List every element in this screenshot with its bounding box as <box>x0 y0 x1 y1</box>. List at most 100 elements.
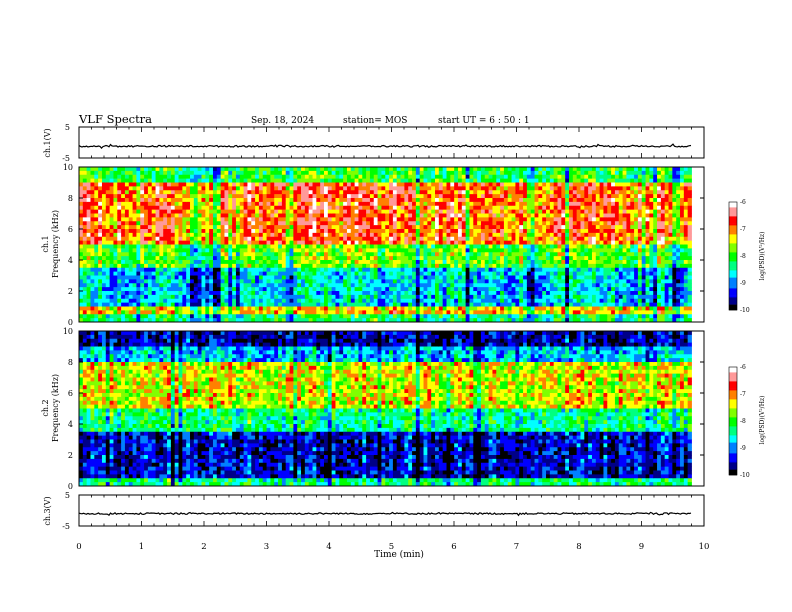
spectrogram-cell <box>90 186 95 191</box>
spectrogram-cell <box>278 291 283 296</box>
spectrogram-cell <box>193 236 199 242</box>
spectrogram-cell <box>335 260 340 265</box>
spectrogram-cell <box>94 252 99 257</box>
spectrogram-cell <box>526 306 532 311</box>
spectrogram-cell <box>427 263 432 269</box>
spectrogram-cell <box>274 229 279 234</box>
spectrogram-cell <box>82 283 88 288</box>
spectrogram-cell <box>415 205 421 211</box>
spectrogram-cell <box>239 240 245 245</box>
spectrogram-cell <box>461 294 467 300</box>
spectrogram-cell <box>79 310 84 315</box>
spectrogram-cell <box>255 306 260 311</box>
spectrogram-cell <box>435 318 440 323</box>
spectrogram-cell <box>182 186 187 191</box>
spectrogram-cell <box>515 271 520 276</box>
spectrogram-cell <box>255 229 260 234</box>
spectrogram-cell <box>477 232 482 238</box>
spectrogram-cell <box>523 225 528 230</box>
spectrogram-cell <box>507 306 512 311</box>
spectrogram-cell <box>151 232 156 238</box>
spectrogram-cell <box>469 240 474 245</box>
spectrogram-cell <box>438 287 444 292</box>
spectrogram-cell <box>526 275 532 280</box>
spectrogram-cell <box>98 244 103 249</box>
spectrogram-cell <box>297 287 302 292</box>
spectrogram-cell <box>538 291 543 296</box>
spectrogram-cell <box>209 291 214 296</box>
spectrogram-cell <box>519 271 524 276</box>
spectrogram-cell <box>297 279 302 284</box>
spectrogram-cell <box>151 225 156 230</box>
spectrogram-cell <box>480 229 486 234</box>
spectrogram-cell <box>274 232 279 238</box>
spectrogram-cell <box>301 310 306 315</box>
spectrogram-cell <box>281 267 287 273</box>
spectrogram-cell <box>503 294 509 300</box>
spectrogram-cell <box>82 205 88 211</box>
spectrogram-cell <box>473 287 478 292</box>
spectrogram-cell <box>427 232 432 238</box>
spectrogram-cell <box>400 174 405 180</box>
spectrogram-cell <box>147 170 153 176</box>
spectrogram-cell <box>354 294 359 300</box>
spectrogram-cell <box>228 225 233 230</box>
spectrogram-cell <box>343 260 348 265</box>
spectrogram-cell <box>235 256 241 261</box>
spectrogram-cell <box>117 236 122 242</box>
spectrogram-cell <box>377 205 382 211</box>
spectrogram-cell <box>327 244 333 249</box>
spectrogram-cell <box>523 302 528 307</box>
spectrogram-cell <box>224 306 229 311</box>
spectrogram-cell <box>281 310 287 315</box>
spectrogram-cell <box>362 240 367 245</box>
spectrogram-cell <box>113 209 118 214</box>
spectrogram-cell <box>79 209 84 214</box>
spectrogram-cell <box>331 182 336 187</box>
spectrogram-cell <box>369 260 375 265</box>
spectrogram-cell <box>235 167 241 172</box>
spectrogram-cell <box>324 201 329 207</box>
spectrogram-cell <box>530 170 535 176</box>
spectrogram-cell <box>446 225 451 230</box>
spectrogram-cell <box>454 263 459 269</box>
spectrogram-cell <box>121 302 126 307</box>
spectrogram-cell <box>258 294 264 300</box>
spectrogram-cell <box>503 240 509 245</box>
spectrogram-cell <box>396 229 401 234</box>
spectrogram-cell <box>366 298 371 304</box>
spectrogram-cell <box>523 271 528 276</box>
spectrogram-cell <box>239 201 245 207</box>
spectrogram-cell <box>431 167 436 172</box>
spectrogram-cell <box>98 205 103 211</box>
spectrogram-cell <box>193 283 199 288</box>
spectrogram-cell <box>113 205 118 211</box>
spectrogram-cell <box>209 167 214 172</box>
spectrogram-cell <box>113 170 118 176</box>
spectrogram-cell <box>262 225 267 230</box>
spectrogram-cell <box>538 244 543 249</box>
spectrogram-cell <box>492 225 497 230</box>
spectrogram-cell <box>312 271 317 276</box>
spectrogram-cell <box>450 229 455 234</box>
spectrogram-cell <box>201 256 206 261</box>
spectrogram-cell <box>289 271 294 276</box>
spectrogram-cell <box>109 310 114 315</box>
spectrogram-cell <box>212 256 218 261</box>
spectrogram-cell <box>366 263 371 269</box>
spectrogram-cell <box>381 306 386 311</box>
spectrogram-cell <box>235 287 241 292</box>
spectrogram-cell <box>415 287 421 292</box>
spectrogram-cell <box>251 275 256 280</box>
spectrogram-cell <box>174 221 179 226</box>
spectrogram-cell <box>289 217 294 222</box>
spectrogram-cell <box>523 275 528 280</box>
spectrogram-cell <box>197 236 202 242</box>
spectrogram-cell <box>274 178 279 183</box>
spectrogram-cell <box>381 236 386 242</box>
spectrogram-cell <box>86 306 91 311</box>
spectrogram-cell <box>369 217 375 222</box>
spectrogram-cell <box>193 240 199 245</box>
spectrogram-cell <box>477 283 482 288</box>
spectrogram-cell <box>438 294 444 300</box>
